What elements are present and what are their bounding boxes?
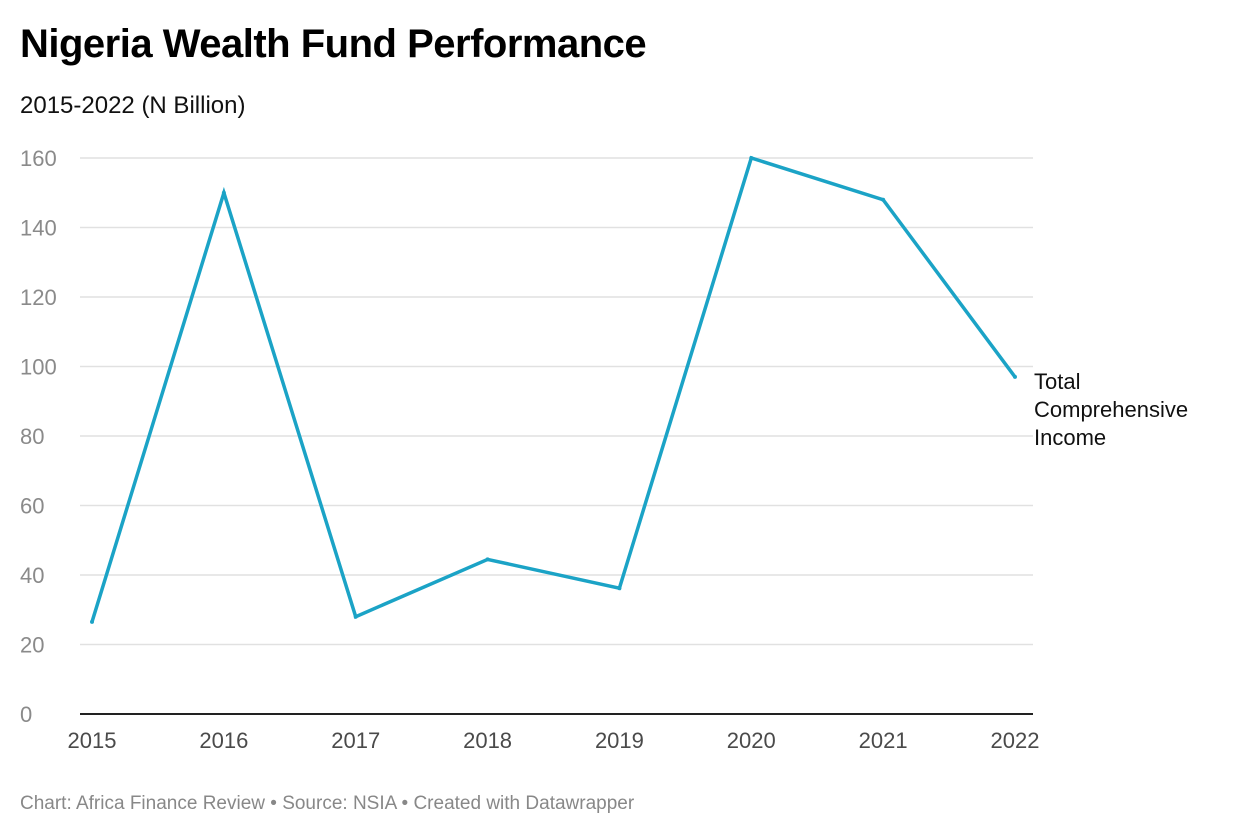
data-point bbox=[90, 619, 94, 624]
series-label-line: Income bbox=[1034, 425, 1106, 450]
x-tick-label: 2016 bbox=[199, 728, 248, 753]
series-label-line: Total bbox=[1034, 369, 1080, 394]
x-tick-label: 2019 bbox=[595, 728, 644, 753]
y-tick-label: 100 bbox=[20, 355, 57, 380]
series-labels: Total Comprehensive Income bbox=[1034, 369, 1188, 450]
chart-footer: Chart: Africa Finance Review • Source: N… bbox=[20, 793, 635, 814]
x-tick-label: 2022 bbox=[991, 728, 1040, 753]
data-point bbox=[617, 586, 622, 591]
x-tick-label: 2018 bbox=[463, 728, 512, 753]
data-point bbox=[749, 156, 754, 160]
y-axis-ticks: 0 20 40 60 80 100 120 140 160 bbox=[20, 146, 57, 727]
y-tick-label: 140 bbox=[20, 216, 57, 241]
data-point bbox=[353, 614, 358, 619]
series-label-line: Comprehensive bbox=[1034, 397, 1188, 422]
y-tick-label: 60 bbox=[20, 494, 44, 519]
y-tick-label: 80 bbox=[20, 424, 44, 449]
x-tick-label: 2015 bbox=[68, 728, 117, 753]
series-lines bbox=[90, 155, 1017, 624]
data-point bbox=[221, 190, 226, 195]
chart-subtitle: 2015-2022 (N Billion) bbox=[20, 92, 246, 119]
y-tick-label: 120 bbox=[20, 285, 57, 310]
chart-title: Nigeria Wealth Fund Performance bbox=[20, 22, 647, 66]
y-tick-label: 0 bbox=[20, 702, 32, 727]
data-point bbox=[1013, 374, 1017, 379]
grid-lines bbox=[80, 157, 1033, 715]
y-tick-label: 20 bbox=[20, 633, 44, 658]
x-tick-label: 2020 bbox=[727, 728, 776, 753]
y-tick-label: 40 bbox=[20, 563, 44, 588]
x-axis-ticks: 2015 2016 2017 2018 2019 2020 2021 2022 bbox=[68, 728, 1040, 753]
data-point bbox=[485, 557, 490, 562]
x-tick-label: 2017 bbox=[331, 728, 380, 753]
data-point bbox=[881, 197, 886, 202]
series-label: Total Comprehensive Income bbox=[1034, 369, 1188, 450]
series-line bbox=[90, 155, 1017, 623]
x-tick-label: 2021 bbox=[859, 728, 908, 753]
y-tick-label: 160 bbox=[20, 146, 57, 171]
